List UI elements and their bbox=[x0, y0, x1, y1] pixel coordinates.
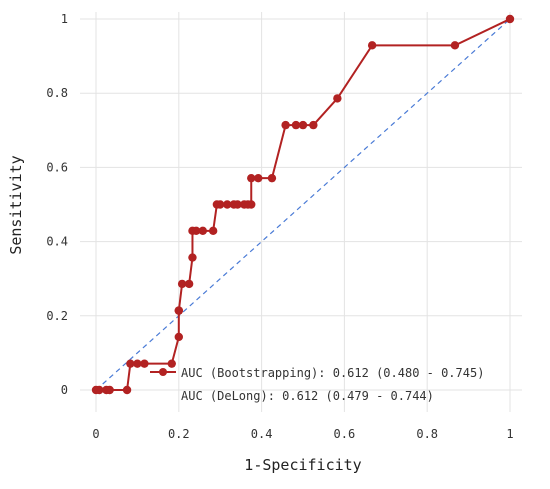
roc-point-23 bbox=[233, 200, 242, 209]
roc-point-32 bbox=[298, 120, 308, 130]
roc-point-17 bbox=[198, 226, 208, 236]
legend-marker bbox=[159, 368, 167, 376]
roc-point-30 bbox=[281, 120, 290, 130]
roc-point-31 bbox=[291, 120, 301, 130]
x-axis-title: 1-Specificity bbox=[244, 456, 361, 474]
roc-point-34 bbox=[333, 94, 342, 103]
grid-lines bbox=[80, 12, 522, 412]
x-tick-label-4: 0.8 bbox=[416, 427, 438, 441]
roc-point-14 bbox=[188, 253, 197, 262]
roc-point-7 bbox=[140, 359, 149, 368]
x-tick-labels: 0 0.2 0.4 0.6 0.8 1 bbox=[92, 427, 513, 441]
y-tick-labels: 0 0.2 0.4 0.6 0.8 1 bbox=[46, 12, 68, 397]
roc-point-18 bbox=[208, 226, 218, 236]
roc-point-5 bbox=[126, 359, 135, 368]
roc-point-4 bbox=[122, 385, 132, 395]
roc-point-1 bbox=[95, 385, 104, 395]
x-tick-label-1: 0.2 bbox=[168, 427, 190, 441]
roc-point-26 bbox=[247, 200, 256, 209]
roc-point-37 bbox=[505, 14, 515, 24]
y-tick-label-0: 0 bbox=[61, 383, 68, 397]
x-tick-label-2: 0.4 bbox=[251, 427, 273, 441]
roc-point-16 bbox=[191, 226, 201, 236]
roc-point-29 bbox=[267, 173, 277, 183]
roc-point-3 bbox=[105, 385, 114, 395]
roc-curve-points bbox=[91, 14, 515, 395]
auc-delong-annotation: AUC (DeLong): 0.612 (0.479 - 0.744) bbox=[181, 389, 434, 403]
roc-point-12 bbox=[177, 279, 187, 289]
y-axis-title: Sensitivity bbox=[7, 155, 25, 254]
y-tick-label-1: 0.2 bbox=[46, 309, 68, 323]
x-tick-label-0: 0 bbox=[92, 427, 99, 441]
roc-point-27 bbox=[247, 173, 256, 183]
roc-point-21 bbox=[223, 200, 232, 209]
roc-point-28 bbox=[254, 173, 263, 183]
y-tick-label-2: 0.4 bbox=[46, 235, 68, 249]
x-tick-label-3: 0.6 bbox=[334, 427, 356, 441]
roc-point-33 bbox=[309, 120, 318, 130]
reference-diagonal bbox=[95, 18, 511, 391]
roc-point-13 bbox=[184, 279, 194, 289]
roc-point-20 bbox=[216, 200, 225, 209]
x-tick-label-5: 1 bbox=[506, 427, 513, 441]
auc-bootstrap-annotation: AUC (Bootstrapping): 0.612 (0.480 - 0.74… bbox=[181, 366, 484, 380]
roc-point-8 bbox=[167, 359, 176, 368]
roc-point-6 bbox=[133, 359, 142, 368]
roc-point-35 bbox=[367, 41, 377, 50]
y-tick-label-5: 1 bbox=[61, 12, 68, 26]
roc-point-36 bbox=[450, 41, 460, 50]
roc-point-9 bbox=[174, 332, 183, 342]
y-tick-label-3: 0.6 bbox=[46, 160, 68, 174]
roc-point-11 bbox=[174, 306, 183, 315]
y-tick-label-4: 0.8 bbox=[46, 86, 68, 100]
legend bbox=[150, 368, 176, 376]
